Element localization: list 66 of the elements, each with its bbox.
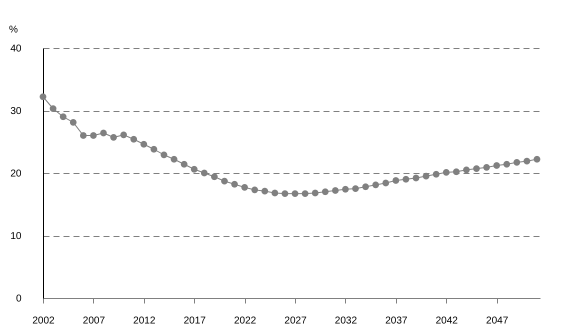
point [40,93,46,100]
x-tick-label: 2007 [82,316,106,326]
x-tick-label: 2042 [436,316,458,326]
x-tick-label: 2037 [385,316,408,326]
point [402,176,410,183]
point [392,177,400,184]
point [251,186,258,194]
point [160,152,168,158]
point [432,170,440,178]
point [322,188,329,196]
point [534,156,540,163]
y-tick-label: 40 [10,44,22,54]
point [261,188,268,194]
point [231,180,238,188]
point [170,156,178,163]
point [473,165,480,172]
point [282,190,288,197]
point [524,158,530,164]
point [362,183,369,190]
point [130,136,138,143]
point [80,132,87,139]
point [200,170,208,176]
point [332,187,339,194]
y-axis-title: % [9,24,18,36]
point [483,164,490,171]
point [312,190,319,196]
point [513,159,520,166]
point [342,186,349,193]
point [412,174,420,182]
point [241,184,248,191]
point [150,146,158,153]
point [190,166,198,173]
point [382,180,390,186]
point [110,134,117,141]
point [120,132,128,138]
point [292,190,298,197]
point [90,132,97,139]
point [372,182,380,188]
point [180,160,188,168]
y-tick-label: 30 [10,106,22,117]
point [211,173,218,180]
x-tick-label: 2027 [284,316,308,326]
x-tick-label: 2017 [184,316,206,326]
x-tick-label: 2012 [133,316,156,326]
point [100,130,107,136]
y-tick-label: 20 [10,168,22,180]
y-tick-label: 10 [10,231,22,242]
point [302,190,308,197]
point [221,178,228,184]
point [272,190,278,196]
point [60,113,67,120]
x-tick-label: 2047 [486,316,509,326]
point [352,185,359,192]
point [50,105,56,112]
point [422,172,430,180]
x-tick-label: 2002 [32,316,56,326]
point [463,166,470,174]
point [140,140,148,148]
point [493,162,500,169]
y-tick-label: 0 [16,294,22,304]
point [442,169,450,176]
point [70,119,77,126]
x-tick-label: 2032 [334,316,358,326]
point [452,168,460,176]
point [503,160,510,168]
x-tick-label: 2022 [234,316,257,326]
